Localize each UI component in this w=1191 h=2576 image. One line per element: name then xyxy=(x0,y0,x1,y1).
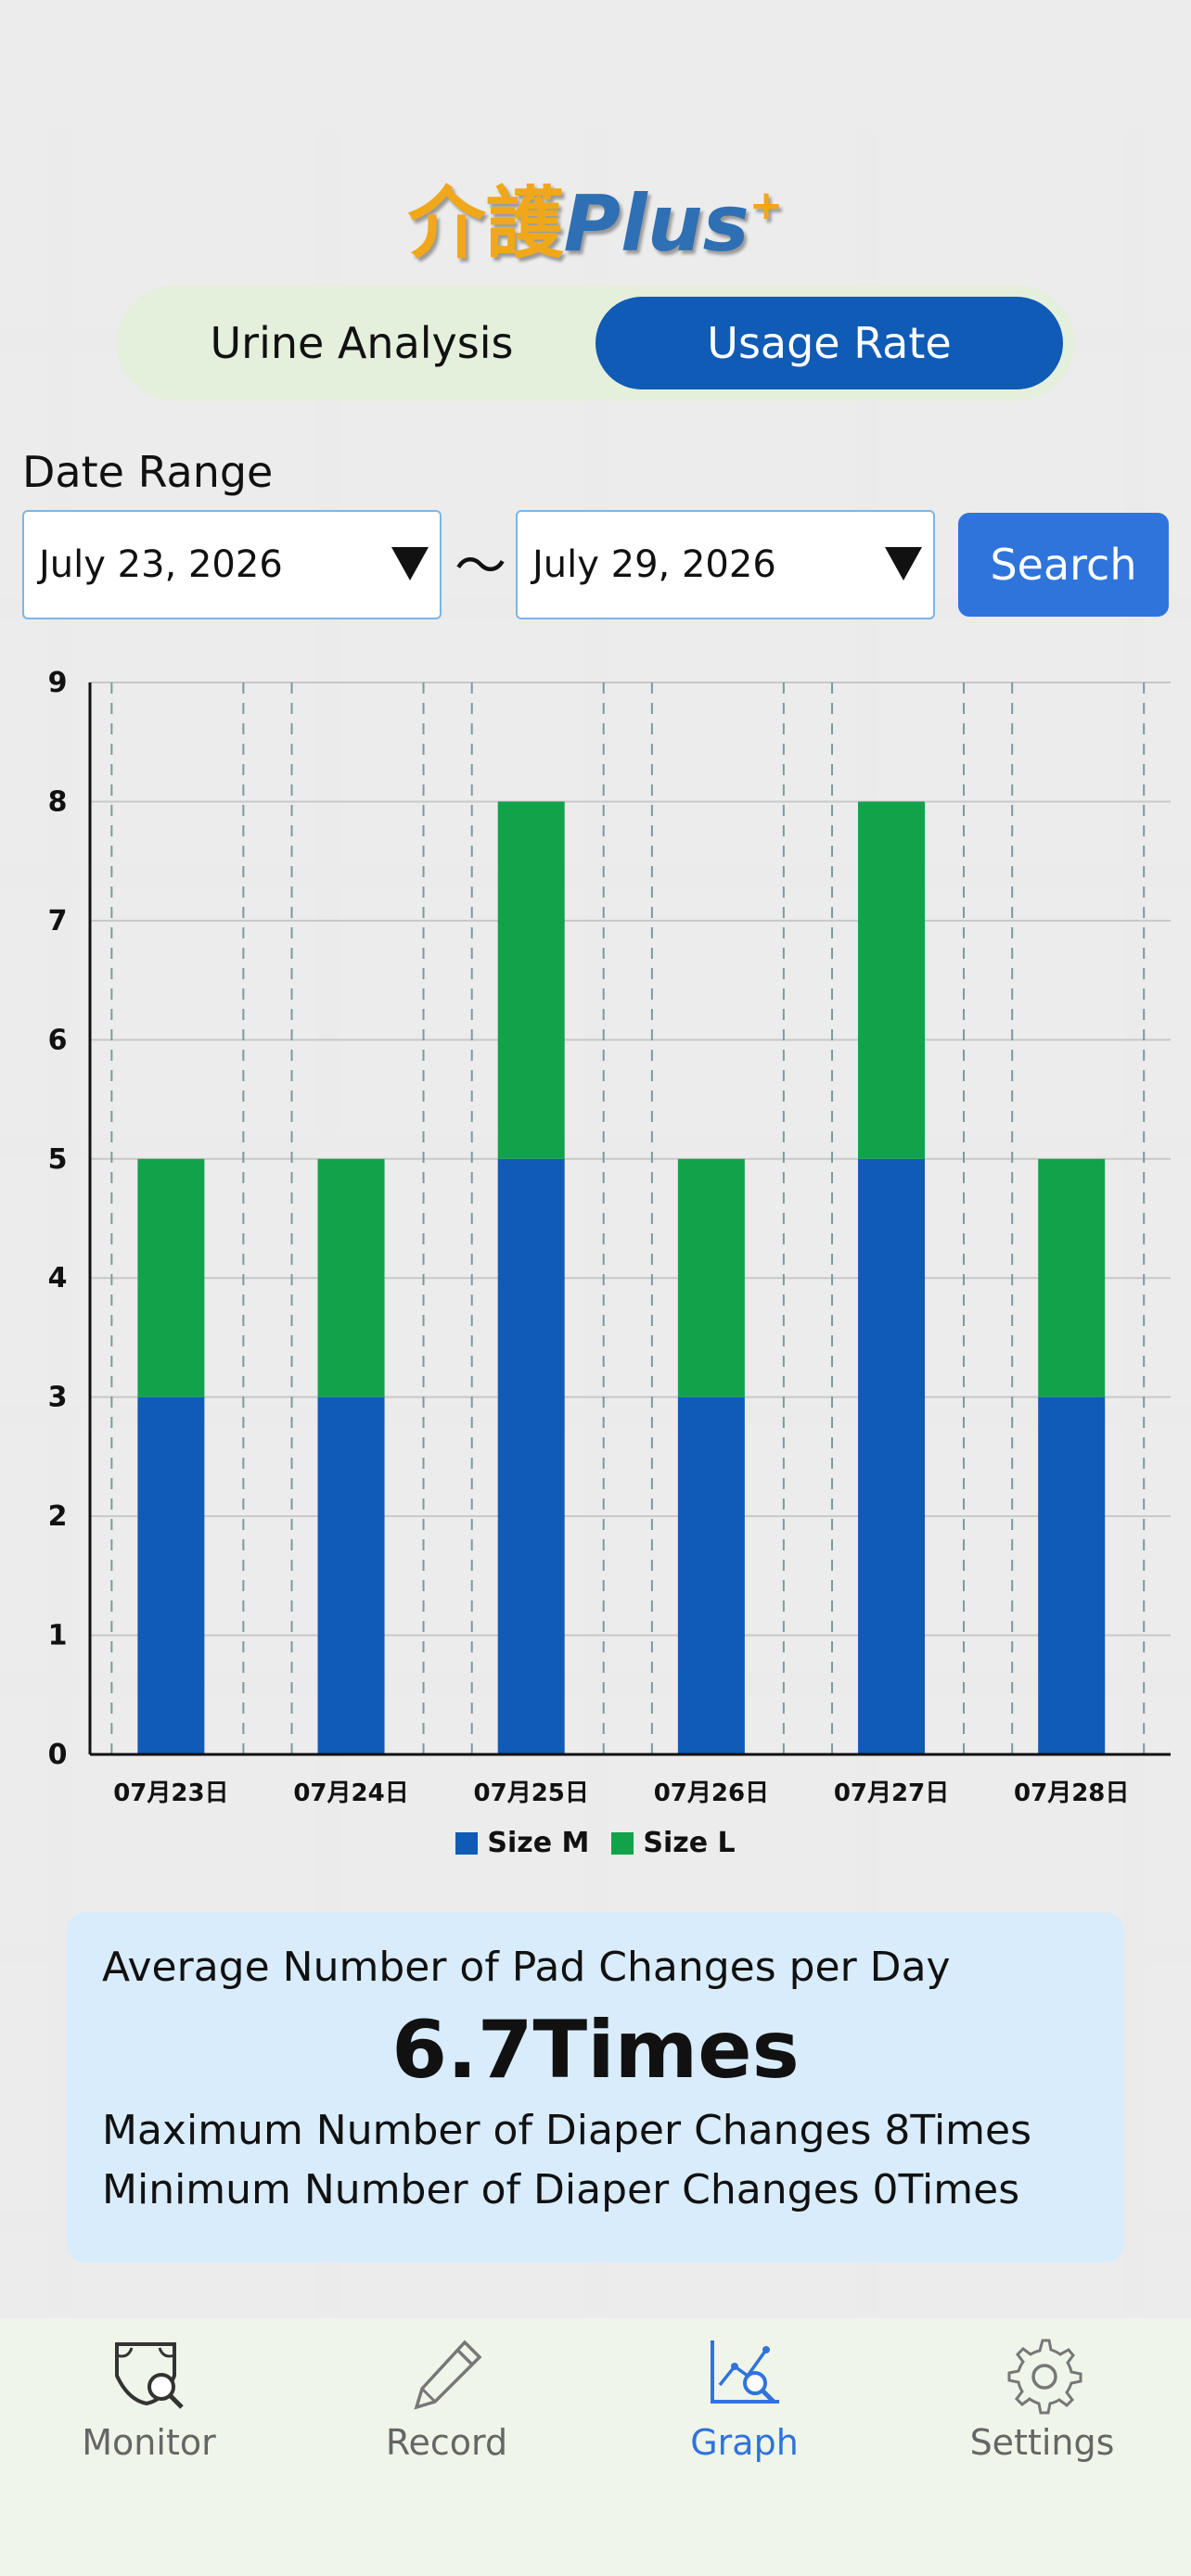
y-tick-label: 2 xyxy=(48,1500,68,1533)
nav-settings[interactable]: Settings xyxy=(893,2318,1191,2576)
diaper-search-icon xyxy=(114,2342,184,2409)
nav-monitor[interactable]: Monitor xyxy=(0,2318,298,2576)
y-tick-label: 0 xyxy=(48,1739,68,1771)
nav-label: Record xyxy=(385,2422,508,2463)
y-tick-label: 7 xyxy=(48,905,68,937)
legend-label: Size M xyxy=(487,1827,590,1859)
usage-rate-chart: 0 1 2 3 4 5 6 7 8 9 07月23日 07月24日 07月25日 07月26日 07月27日… xyxy=(48,667,1171,1807)
min-changes-text: Minimum Number of Diaper Changes 0Times xyxy=(102,2166,1020,2213)
nav-label: Graph xyxy=(690,2422,799,2463)
y-tick-label: 4 xyxy=(48,1262,68,1294)
bar-size-l xyxy=(317,1158,385,1397)
summary-title: Average Number of Pad Changes per Day xyxy=(102,1944,951,1991)
range-separator: 〜 xyxy=(455,537,506,597)
nav-label: Settings xyxy=(969,2422,1115,2463)
start-date-select[interactable]: July 23, 2026 xyxy=(22,510,442,619)
bar-size-m xyxy=(858,1158,926,1754)
x-tick-label: 07月28日 xyxy=(1014,1779,1129,1807)
nav-graph[interactable]: Graph xyxy=(596,2318,893,2576)
bar-size-m xyxy=(497,1158,565,1754)
app-logo: 介護Plus+ xyxy=(407,178,784,269)
y-tick-label: 9 xyxy=(48,667,68,699)
bar-size-m xyxy=(137,1396,205,1754)
bar-size-m xyxy=(677,1396,745,1754)
x-tick-label: 07月26日 xyxy=(654,1779,769,1807)
legend-item-size-m: Size M xyxy=(455,1827,589,1859)
end-date-select[interactable]: July 29, 2026 xyxy=(516,510,935,619)
x-tick-label: 07月23日 xyxy=(113,1779,228,1807)
x-tick-label: 07月25日 xyxy=(474,1779,589,1807)
chart-legend: Size M Size L xyxy=(0,1827,1191,1859)
bar-size-l xyxy=(497,801,565,1159)
legend-swatch xyxy=(611,1831,634,1855)
max-changes-text: Maximum Number of Diaper Changes 8Times xyxy=(102,2107,1032,2154)
legend-swatch xyxy=(455,1831,479,1855)
bar-size-l xyxy=(677,1158,745,1397)
bottom-navigation: Monitor Record Graph xyxy=(0,2318,1191,2576)
y-tick-label: 8 xyxy=(48,785,68,818)
bar-size-m xyxy=(1038,1396,1106,1754)
search-button[interactable]: Search xyxy=(958,513,1169,617)
summary-card: Average Number of Pad Changes per Day 6.… xyxy=(67,1912,1124,2263)
gear-icon xyxy=(1007,2339,1082,2415)
nav-record[interactable]: Record xyxy=(298,2318,596,2576)
y-tick-label: 3 xyxy=(48,1382,68,1414)
tab-usage-rate[interactable]: Usage Rate xyxy=(596,297,1063,389)
graph-search-icon xyxy=(710,2340,779,2404)
end-date-value: July 29, 2026 xyxy=(532,543,776,586)
x-tick-label: 07月24日 xyxy=(293,1779,408,1807)
x-tick-label: 07月27日 xyxy=(834,1779,949,1807)
bar-size-l xyxy=(858,801,926,1159)
dropdown-arrow-icon xyxy=(391,547,429,580)
bar-size-m xyxy=(317,1396,385,1754)
pencil-icon xyxy=(413,2340,481,2410)
date-range-label: Date Range xyxy=(22,447,274,497)
bar-size-l xyxy=(1038,1158,1106,1397)
y-tick-label: 1 xyxy=(48,1620,68,1652)
dropdown-arrow-icon xyxy=(885,547,922,580)
analysis-tabs: Urine Analysis Usage Rate xyxy=(117,286,1074,401)
legend-item-size-l: Size L xyxy=(611,1827,736,1859)
legend-label: Size L xyxy=(643,1827,736,1859)
y-tick-label: 5 xyxy=(48,1143,68,1176)
nav-label: Monitor xyxy=(82,2422,216,2463)
y-tick-label: 6 xyxy=(48,1024,68,1056)
average-changes-value: 6.7Times xyxy=(391,2004,800,2097)
tab-urine-analysis[interactable]: Urine Analysis xyxy=(210,318,514,368)
bar-size-l xyxy=(137,1158,205,1397)
start-date-value: July 23, 2026 xyxy=(39,543,283,586)
